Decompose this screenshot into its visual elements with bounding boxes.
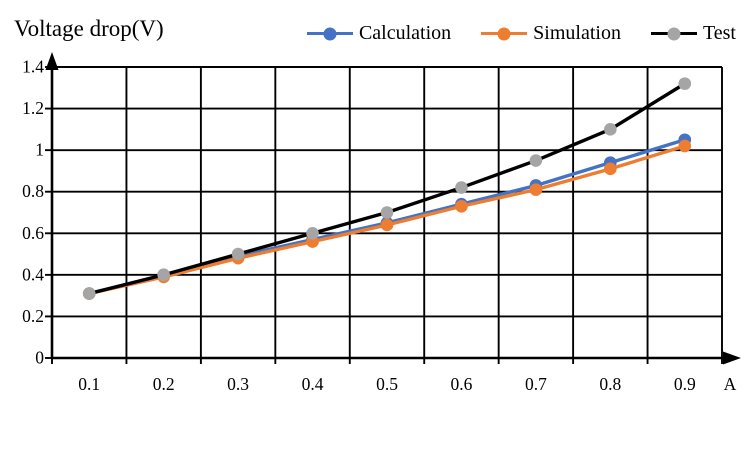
x-tick-label: 0.3	[227, 374, 249, 394]
x-tick-label: 0.4	[302, 374, 324, 394]
gridlines	[52, 66, 723, 358]
data-point-marker	[380, 206, 394, 219]
series-test	[82, 77, 692, 300]
legend-swatch-calculation	[306, 27, 353, 41]
x-tick-label: 0.1	[78, 374, 100, 394]
legend-label-simulation: Simulation	[533, 22, 621, 44]
y-tick-label: 1.2	[22, 98, 44, 118]
data-point-marker	[455, 199, 468, 213]
legend-item-calculation: Calculation	[306, 22, 452, 45]
x-axis-unit-label: A	[724, 374, 737, 394]
axes	[50, 66, 730, 360]
data-point-marker	[306, 226, 319, 240]
legend-item-test: Test	[650, 22, 736, 45]
x-axis-labels: 0.1 0.2 0.3 0.4 0.5 0.6 0.7 0.8 0.9	[78, 374, 696, 394]
x-tick-label: 0.5	[376, 374, 398, 394]
series-line	[88, 82, 686, 296]
legend-item-simulation: Simulation	[481, 22, 621, 45]
y-tick-label: 0.4	[22, 264, 44, 284]
circle-marker-icon	[497, 27, 511, 40]
x-tick-label: 0.2	[153, 374, 175, 394]
y-axis-arrow-icon	[45, 52, 59, 70]
circle-marker-icon	[323, 27, 337, 40]
x-tick-label: 0.7	[525, 374, 547, 394]
x-tick-label: 0.9	[674, 374, 696, 394]
data-point-marker	[455, 181, 468, 194]
data-point-marker	[529, 183, 543, 196]
legend-label-test: Test	[702, 22, 736, 44]
y-axis-labels: 0 0.2 0.4 0.6 0.8 1 1.2 1.4	[22, 57, 44, 368]
y-tick-label: 1.4	[22, 57, 44, 77]
legend: Calculation Simulation Test	[306, 22, 736, 45]
y-tick-label: 0.2	[22, 306, 44, 326]
data-point-marker	[678, 139, 692, 153]
y-tick-label: 0	[35, 348, 44, 368]
x-axis-arrow-icon	[723, 351, 741, 365]
chart-title: Voltage drop(V)	[14, 16, 164, 41]
x-tick-label: 0.6	[451, 374, 473, 394]
legend-label-calculation: Calculation	[358, 22, 452, 44]
y-tick-label: 0.6	[22, 223, 44, 243]
y-tick-label: 0.8	[22, 181, 44, 201]
y-tick-label: 1	[35, 140, 44, 160]
data-point-marker	[82, 287, 96, 300]
circle-marker-icon	[667, 27, 681, 40]
data-point-marker	[231, 247, 245, 261]
data-point-marker	[157, 268, 170, 282]
data-point-marker	[529, 154, 543, 167]
data-point-marker	[604, 123, 617, 136]
data-point-marker	[604, 162, 617, 176]
x-tick-label: 0.8	[599, 374, 621, 394]
data-point-marker	[380, 218, 394, 232]
legend-swatch-simulation	[481, 27, 528, 41]
data-point-marker	[678, 77, 692, 90]
legend-swatch-test	[650, 27, 697, 41]
series-simulation	[82, 139, 692, 300]
